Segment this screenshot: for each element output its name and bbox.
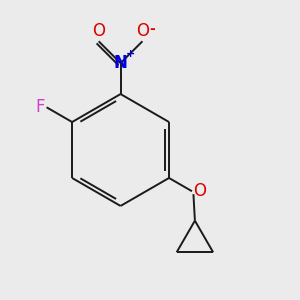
Text: N: N [114, 54, 128, 72]
Text: F: F [36, 98, 45, 116]
Text: O: O [92, 22, 105, 40]
Text: +: + [126, 49, 135, 59]
Text: O: O [136, 22, 149, 40]
Text: -: - [149, 22, 155, 36]
Text: O: O [194, 182, 206, 200]
